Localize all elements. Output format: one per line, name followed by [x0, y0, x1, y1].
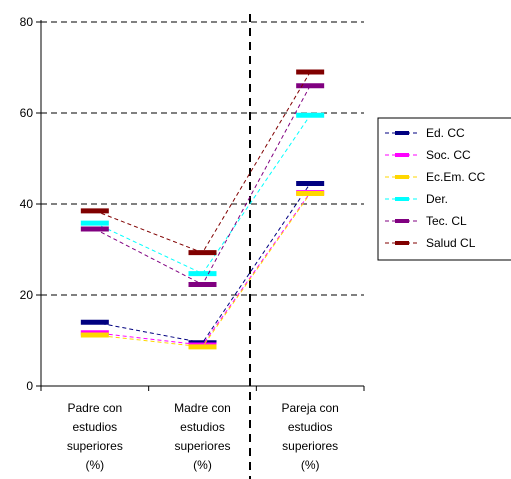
series [80, 191, 325, 350]
x-category-label: Pareja con estudios superiores (%) [281, 401, 338, 472]
x-category-line: Pareja con [281, 401, 338, 415]
x-category-line: estudios [288, 420, 333, 434]
y-tick-label: 80 [20, 15, 34, 29]
legend-label: Der. [426, 192, 448, 206]
y-tick-label: 20 [20, 288, 34, 302]
legend-label: Salud CL [426, 236, 476, 250]
x-category-line: estudios [180, 420, 225, 434]
legend-label: Tec. CL [426, 214, 467, 228]
x-category-line: superiores [282, 439, 338, 453]
x-category-line: estudios [72, 420, 117, 434]
x-category-line: Madre con [174, 401, 231, 415]
series-line [94, 193, 311, 348]
series-line [94, 183, 311, 344]
x-category-label: Madre con estudios superiores (%) [174, 401, 231, 472]
legend-label: Ed. CC [426, 126, 465, 140]
gridlines [41, 21, 364, 296]
series-group [80, 69, 325, 350]
x-category-line: (%) [301, 458, 320, 472]
legend-label: Ec.Em. CC [426, 170, 486, 184]
x-category-line: superiores [174, 439, 230, 453]
series [80, 83, 325, 288]
series [80, 112, 325, 277]
legend-box [377, 117, 511, 261]
series [80, 181, 325, 346]
axes [36, 20, 365, 391]
y-tick-label: 60 [20, 106, 34, 120]
y-tick-label: 40 [20, 197, 34, 211]
x-category-line: (%) [85, 458, 104, 472]
x-category-label: Padre con estudios superiores (%) [67, 401, 123, 472]
legend-label: Soc. CC [426, 148, 471, 162]
series-line [94, 114, 311, 275]
x-category-line: Padre con [67, 401, 122, 415]
series [80, 69, 325, 256]
legend: Ed. CC Soc. CC Ec.Em. CC Der. Tec. CL Salud C… [377, 117, 511, 261]
x-category-line: superiores [67, 439, 123, 453]
y-axis-ticks: 0 20 40 60 80 [20, 15, 34, 393]
x-axis-labels: Padre con estudios superiores (%) Madre con e… [67, 401, 339, 472]
x-category-line: (%) [193, 458, 212, 472]
series [80, 190, 325, 348]
series-line [94, 192, 311, 346]
y-tick-label: 0 [26, 379, 33, 393]
